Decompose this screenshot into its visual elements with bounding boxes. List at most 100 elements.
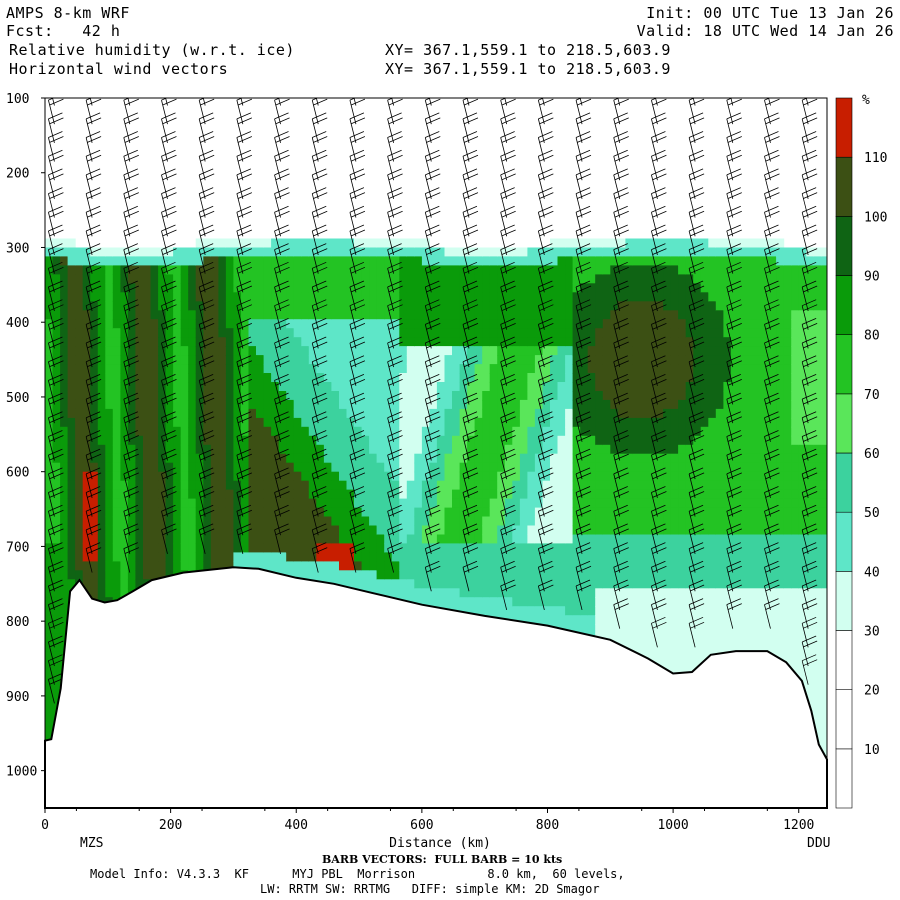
rh-cell bbox=[331, 480, 340, 491]
rh-cell bbox=[67, 382, 76, 392]
rh-cell bbox=[482, 247, 491, 258]
rh-cell bbox=[301, 355, 310, 365]
rh-cell bbox=[210, 435, 219, 446]
rh-cell bbox=[572, 364, 581, 374]
rh-cell bbox=[550, 552, 559, 562]
rh-cell bbox=[429, 570, 438, 580]
rh-cell bbox=[151, 813, 159, 823]
rh-cell bbox=[75, 319, 84, 329]
rh-cell bbox=[127, 435, 136, 446]
rh-cell bbox=[354, 337, 363, 347]
rh-cell bbox=[82, 417, 91, 428]
rh-cell bbox=[459, 426, 468, 437]
rh-cell bbox=[384, 328, 393, 338]
rh-cell bbox=[286, 399, 295, 410]
rh-cell bbox=[135, 292, 144, 302]
rh-cell bbox=[339, 382, 348, 392]
rh-cell bbox=[82, 426, 91, 437]
rh-cell bbox=[399, 399, 408, 410]
rh-cell bbox=[587, 364, 596, 374]
rh-cell bbox=[406, 570, 415, 580]
rh-cell bbox=[256, 471, 265, 482]
rh-cell bbox=[75, 247, 84, 258]
rh-cell bbox=[301, 453, 310, 464]
rh-cell bbox=[75, 552, 84, 562]
rh-cell bbox=[550, 435, 559, 446]
rh-cell bbox=[542, 444, 551, 455]
rh-cell bbox=[354, 364, 363, 374]
rh-cell bbox=[308, 301, 317, 311]
rh-cell bbox=[414, 552, 423, 562]
rh-cell bbox=[263, 408, 272, 419]
rh-cell bbox=[286, 543, 295, 553]
rh-cell bbox=[602, 435, 611, 446]
rh-cell bbox=[301, 534, 310, 545]
rh-cell bbox=[90, 247, 99, 258]
rh-cell bbox=[339, 570, 348, 580]
rh-cell bbox=[497, 534, 506, 545]
rh-cell bbox=[218, 471, 227, 482]
rh-cell bbox=[233, 364, 242, 374]
rh-cell bbox=[414, 391, 423, 401]
rh-cell bbox=[316, 462, 325, 473]
rh-cell bbox=[580, 382, 589, 392]
rh-cell bbox=[406, 328, 415, 338]
rh-cell bbox=[271, 364, 280, 374]
rh-cell bbox=[135, 265, 144, 275]
rh-cell bbox=[173, 552, 182, 562]
rh-cell bbox=[497, 417, 506, 428]
rh-cell bbox=[436, 355, 445, 365]
rh-cell bbox=[429, 355, 438, 365]
rh-cell bbox=[406, 319, 415, 329]
rh-cell bbox=[361, 426, 370, 437]
rh-cell bbox=[180, 301, 189, 311]
rh-cell bbox=[489, 265, 498, 275]
rh-cell bbox=[127, 462, 136, 473]
rh-cell bbox=[67, 480, 76, 491]
rh-cell bbox=[308, 552, 317, 562]
rh-cell bbox=[241, 561, 250, 571]
rh-cell bbox=[354, 408, 363, 419]
rh-cell bbox=[587, 444, 596, 455]
rh-cell bbox=[90, 301, 99, 311]
rh-cell bbox=[127, 498, 136, 509]
rh-cell bbox=[263, 256, 272, 266]
rh-cell bbox=[527, 498, 536, 509]
rh-cell bbox=[595, 543, 604, 553]
rh-cell bbox=[143, 399, 152, 410]
rh-cell bbox=[293, 435, 302, 446]
rh-cell bbox=[587, 615, 596, 625]
rh-cell bbox=[610, 373, 619, 383]
rh-cell bbox=[323, 364, 332, 374]
rh-cell bbox=[482, 444, 491, 455]
rh-cell bbox=[406, 471, 415, 482]
rh-cell bbox=[150, 256, 159, 266]
rh-cell bbox=[188, 507, 197, 518]
rh-cell bbox=[150, 552, 159, 562]
rh-cell bbox=[218, 247, 227, 258]
rh-cell bbox=[286, 292, 295, 302]
rh-cell bbox=[534, 534, 543, 545]
rh-cell bbox=[550, 543, 559, 553]
rh-cell bbox=[225, 355, 234, 365]
rh-cell bbox=[75, 373, 84, 383]
rh-cell bbox=[429, 256, 438, 266]
rh-cell bbox=[188, 813, 196, 823]
rh-cell bbox=[580, 435, 589, 446]
rh-cell bbox=[75, 382, 84, 392]
rh-cell bbox=[248, 561, 257, 571]
rh-cell bbox=[542, 498, 551, 509]
rh-cell bbox=[429, 471, 438, 482]
rh-cell bbox=[241, 382, 250, 392]
rh-cell bbox=[97, 265, 106, 275]
rh-cell bbox=[467, 301, 476, 311]
rh-cell bbox=[225, 256, 234, 266]
rh-cell bbox=[504, 588, 513, 598]
rh-cell bbox=[519, 391, 528, 401]
rh-cell bbox=[97, 247, 106, 258]
rh-cell bbox=[474, 444, 483, 455]
rh-cell bbox=[354, 579, 363, 589]
rh-cell bbox=[512, 328, 521, 338]
rh-cell bbox=[301, 364, 310, 374]
rh-cell bbox=[286, 247, 295, 258]
